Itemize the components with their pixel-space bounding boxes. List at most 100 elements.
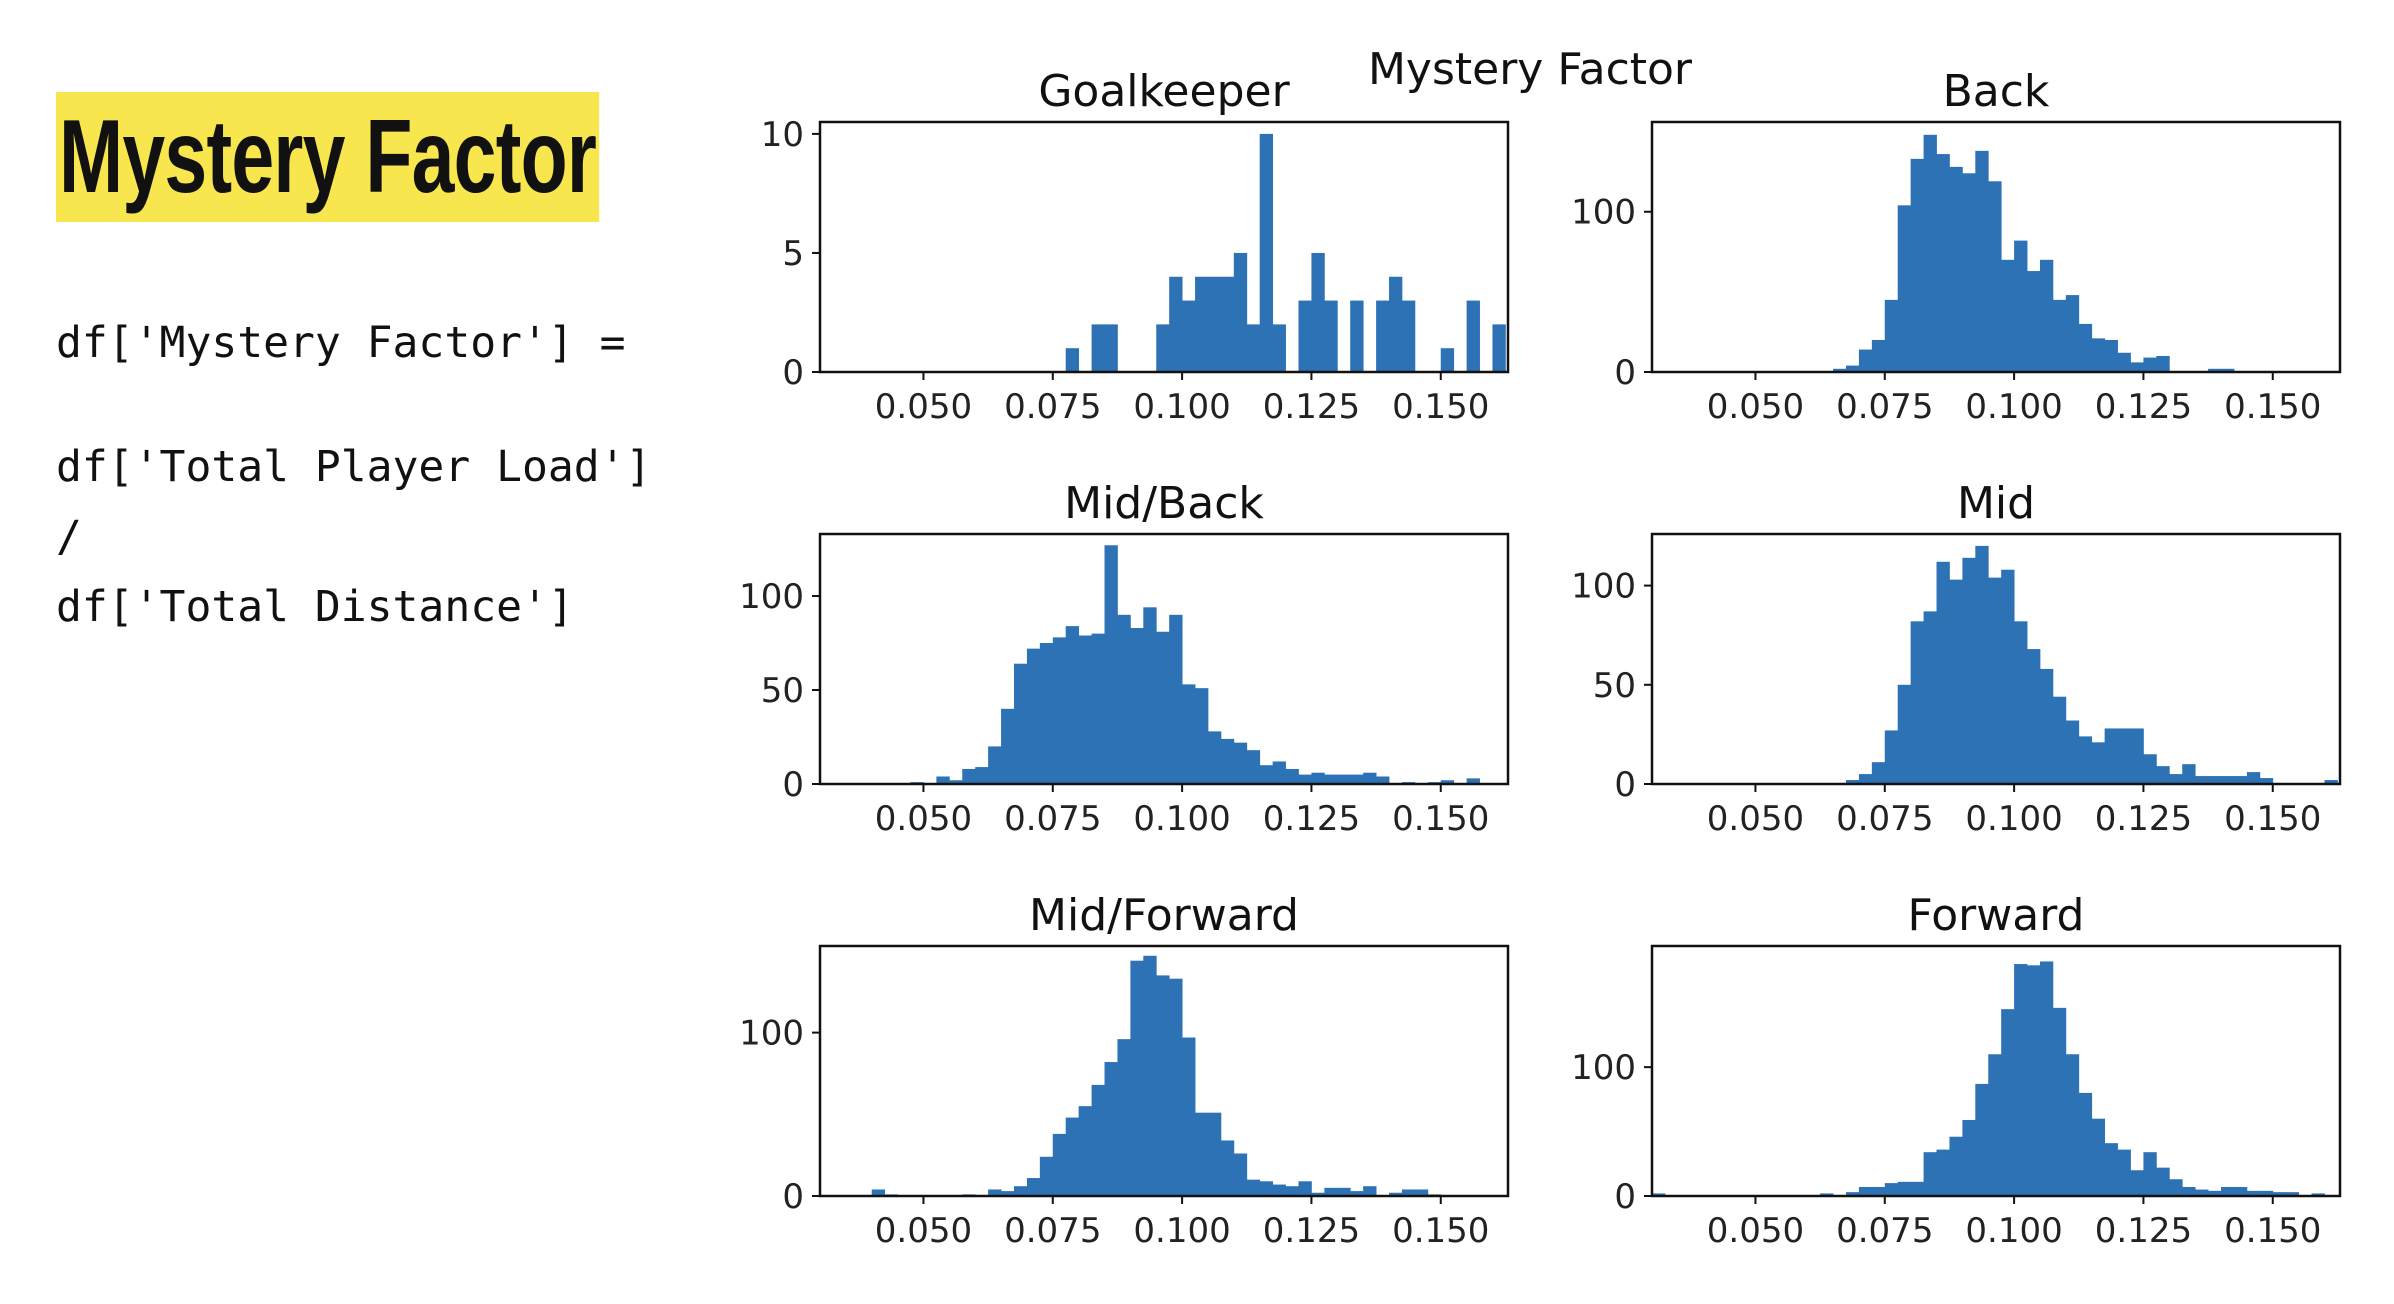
histogram-bar — [2052, 1007, 2067, 1196]
histogram-bar — [1195, 276, 1209, 372]
histogram-bar — [1104, 545, 1118, 784]
histogram-bar — [2014, 621, 2028, 784]
histogram-bar — [1182, 1037, 1196, 1196]
x-tick-label: 0.100 — [1133, 1211, 1230, 1251]
histogram-bar — [2091, 338, 2106, 372]
x-tick-label: 0.125 — [1263, 1211, 1360, 1251]
x-tick-label: 0.150 — [1392, 387, 1489, 427]
histogram-bar — [1104, 324, 1118, 372]
histogram-bar — [1259, 1181, 1274, 1196]
histogram-bar — [2065, 295, 2080, 372]
histogram-bar — [1414, 1189, 1429, 1196]
y-tick-label: 10 — [761, 115, 804, 155]
histogram-bar — [2039, 668, 2054, 784]
x-tick-label: 0.100 — [1965, 1211, 2062, 1251]
mid-forward-histogram: Mid/Forward 0.050 0.075 0.100 0.125 0.150 0 100 — [739, 890, 1510, 1251]
histogram-bar — [1052, 637, 1067, 784]
histogram-bar — [1311, 252, 1325, 372]
histogram-bar — [1337, 1187, 1351, 1196]
y-tick-label: 0 — [1614, 1177, 1636, 1217]
y-tick-label: 0 — [1614, 765, 1636, 805]
histogram-bar — [2156, 355, 2170, 372]
histogram-bar — [2130, 728, 2144, 784]
x-tick-label: 0.125 — [1263, 799, 1360, 839]
histogram-bar — [1324, 774, 1338, 784]
x-tick-label: 0.075 — [1004, 1211, 1101, 1251]
mid-title: Mid — [1957, 478, 2035, 529]
histogram-bar — [1466, 778, 1480, 784]
forward-title: Forward — [1908, 890, 2085, 941]
histogram-bar — [2169, 774, 2183, 784]
x-tick-label: 0.100 — [1965, 387, 2062, 427]
histogram-bar — [1039, 1156, 1054, 1196]
histogram-bar — [1975, 1083, 1989, 1196]
histogram-bar — [1975, 150, 1989, 372]
histogram-bar — [936, 776, 950, 784]
histogram-bar — [2246, 772, 2261, 784]
x-tick-label: 0.075 — [1004, 799, 1101, 839]
histogram-bar — [1492, 324, 1506, 372]
histogram-bar — [1923, 134, 1937, 372]
histogram-bar — [1884, 1183, 1899, 1196]
histogram-bar — [2027, 649, 2041, 784]
x-tick-label: 0.150 — [1392, 799, 1489, 839]
histogram-bar — [1949, 166, 1963, 372]
histogram-bar — [2195, 1189, 2209, 1196]
forward-bars — [1652, 961, 2325, 1196]
histogram-bar — [2117, 728, 2131, 784]
mid-forward-axes-frame — [818, 944, 1510, 1198]
histogram-bar — [962, 768, 976, 784]
y-tick-label: 0 — [782, 765, 804, 805]
histogram-bar — [2143, 1152, 2157, 1196]
histogram-bar — [1104, 1062, 1118, 1196]
histogram-bar — [2208, 368, 2222, 372]
histogram-bar — [1858, 1186, 1873, 1196]
x-tick-label: 0.125 — [1263, 387, 1360, 427]
histogram-bar — [2195, 776, 2209, 784]
histogram-bar — [988, 1189, 1002, 1196]
x-tick-label: 0.050 — [1707, 387, 1804, 427]
histogram-bar — [1052, 1133, 1067, 1196]
histogram-bar — [2001, 259, 2015, 372]
histogram-bar — [1466, 300, 1480, 372]
histogram-bar — [2259, 778, 2274, 784]
histogram-bar — [2104, 1143, 2118, 1196]
code-line: / — [56, 512, 82, 562]
histogram-bar — [1026, 1178, 1041, 1196]
histogram-bar — [1117, 614, 1131, 784]
histogram-bar — [1871, 762, 1886, 784]
histogram-bar — [1833, 368, 1847, 372]
histogram-bar — [1246, 750, 1261, 784]
histogram-bar — [2027, 965, 2041, 1196]
histogram-bar — [1143, 955, 1157, 1196]
histogram-bar — [988, 746, 1002, 784]
histogram-bar — [2039, 961, 2054, 1196]
histogram-bar — [1169, 276, 1183, 372]
histogram-bar — [1013, 663, 1028, 784]
forward-axes-frame — [1650, 944, 2342, 1198]
back-axes-frame — [1650, 120, 2342, 374]
x-tick-label: 0.075 — [1836, 387, 1933, 427]
histogram-bar — [1910, 1181, 1924, 1196]
histogram-bar — [1026, 648, 1041, 784]
histogram-bar — [1988, 1054, 2002, 1196]
histogram-bar — [871, 1189, 886, 1196]
mid-back-bars — [910, 545, 1480, 784]
histogram-bar — [1845, 780, 1860, 784]
histogram-bar — [1337, 774, 1351, 784]
histogram-bar — [1858, 349, 1873, 372]
histogram-bar — [1246, 324, 1261, 372]
back-title: Back — [1943, 66, 2050, 117]
histogram-bar — [1259, 765, 1274, 784]
histogram-bar — [1065, 626, 1080, 784]
histogram-bar — [2117, 1149, 2131, 1196]
histogram-bar — [1962, 173, 1976, 372]
histogram-bar — [1013, 1186, 1028, 1196]
histogram-bar — [1845, 365, 1860, 372]
histogram-bar — [1078, 1106, 1092, 1196]
histogram-bar — [1001, 1191, 1015, 1196]
back-histogram: Back 0.050 0.075 0.100 0.125 0.150 0 100 — [1571, 66, 2342, 427]
histogram-bar — [1130, 960, 1144, 1196]
x-tick-label: 0.150 — [1392, 1211, 1489, 1251]
histogram-bar — [1039, 643, 1054, 784]
